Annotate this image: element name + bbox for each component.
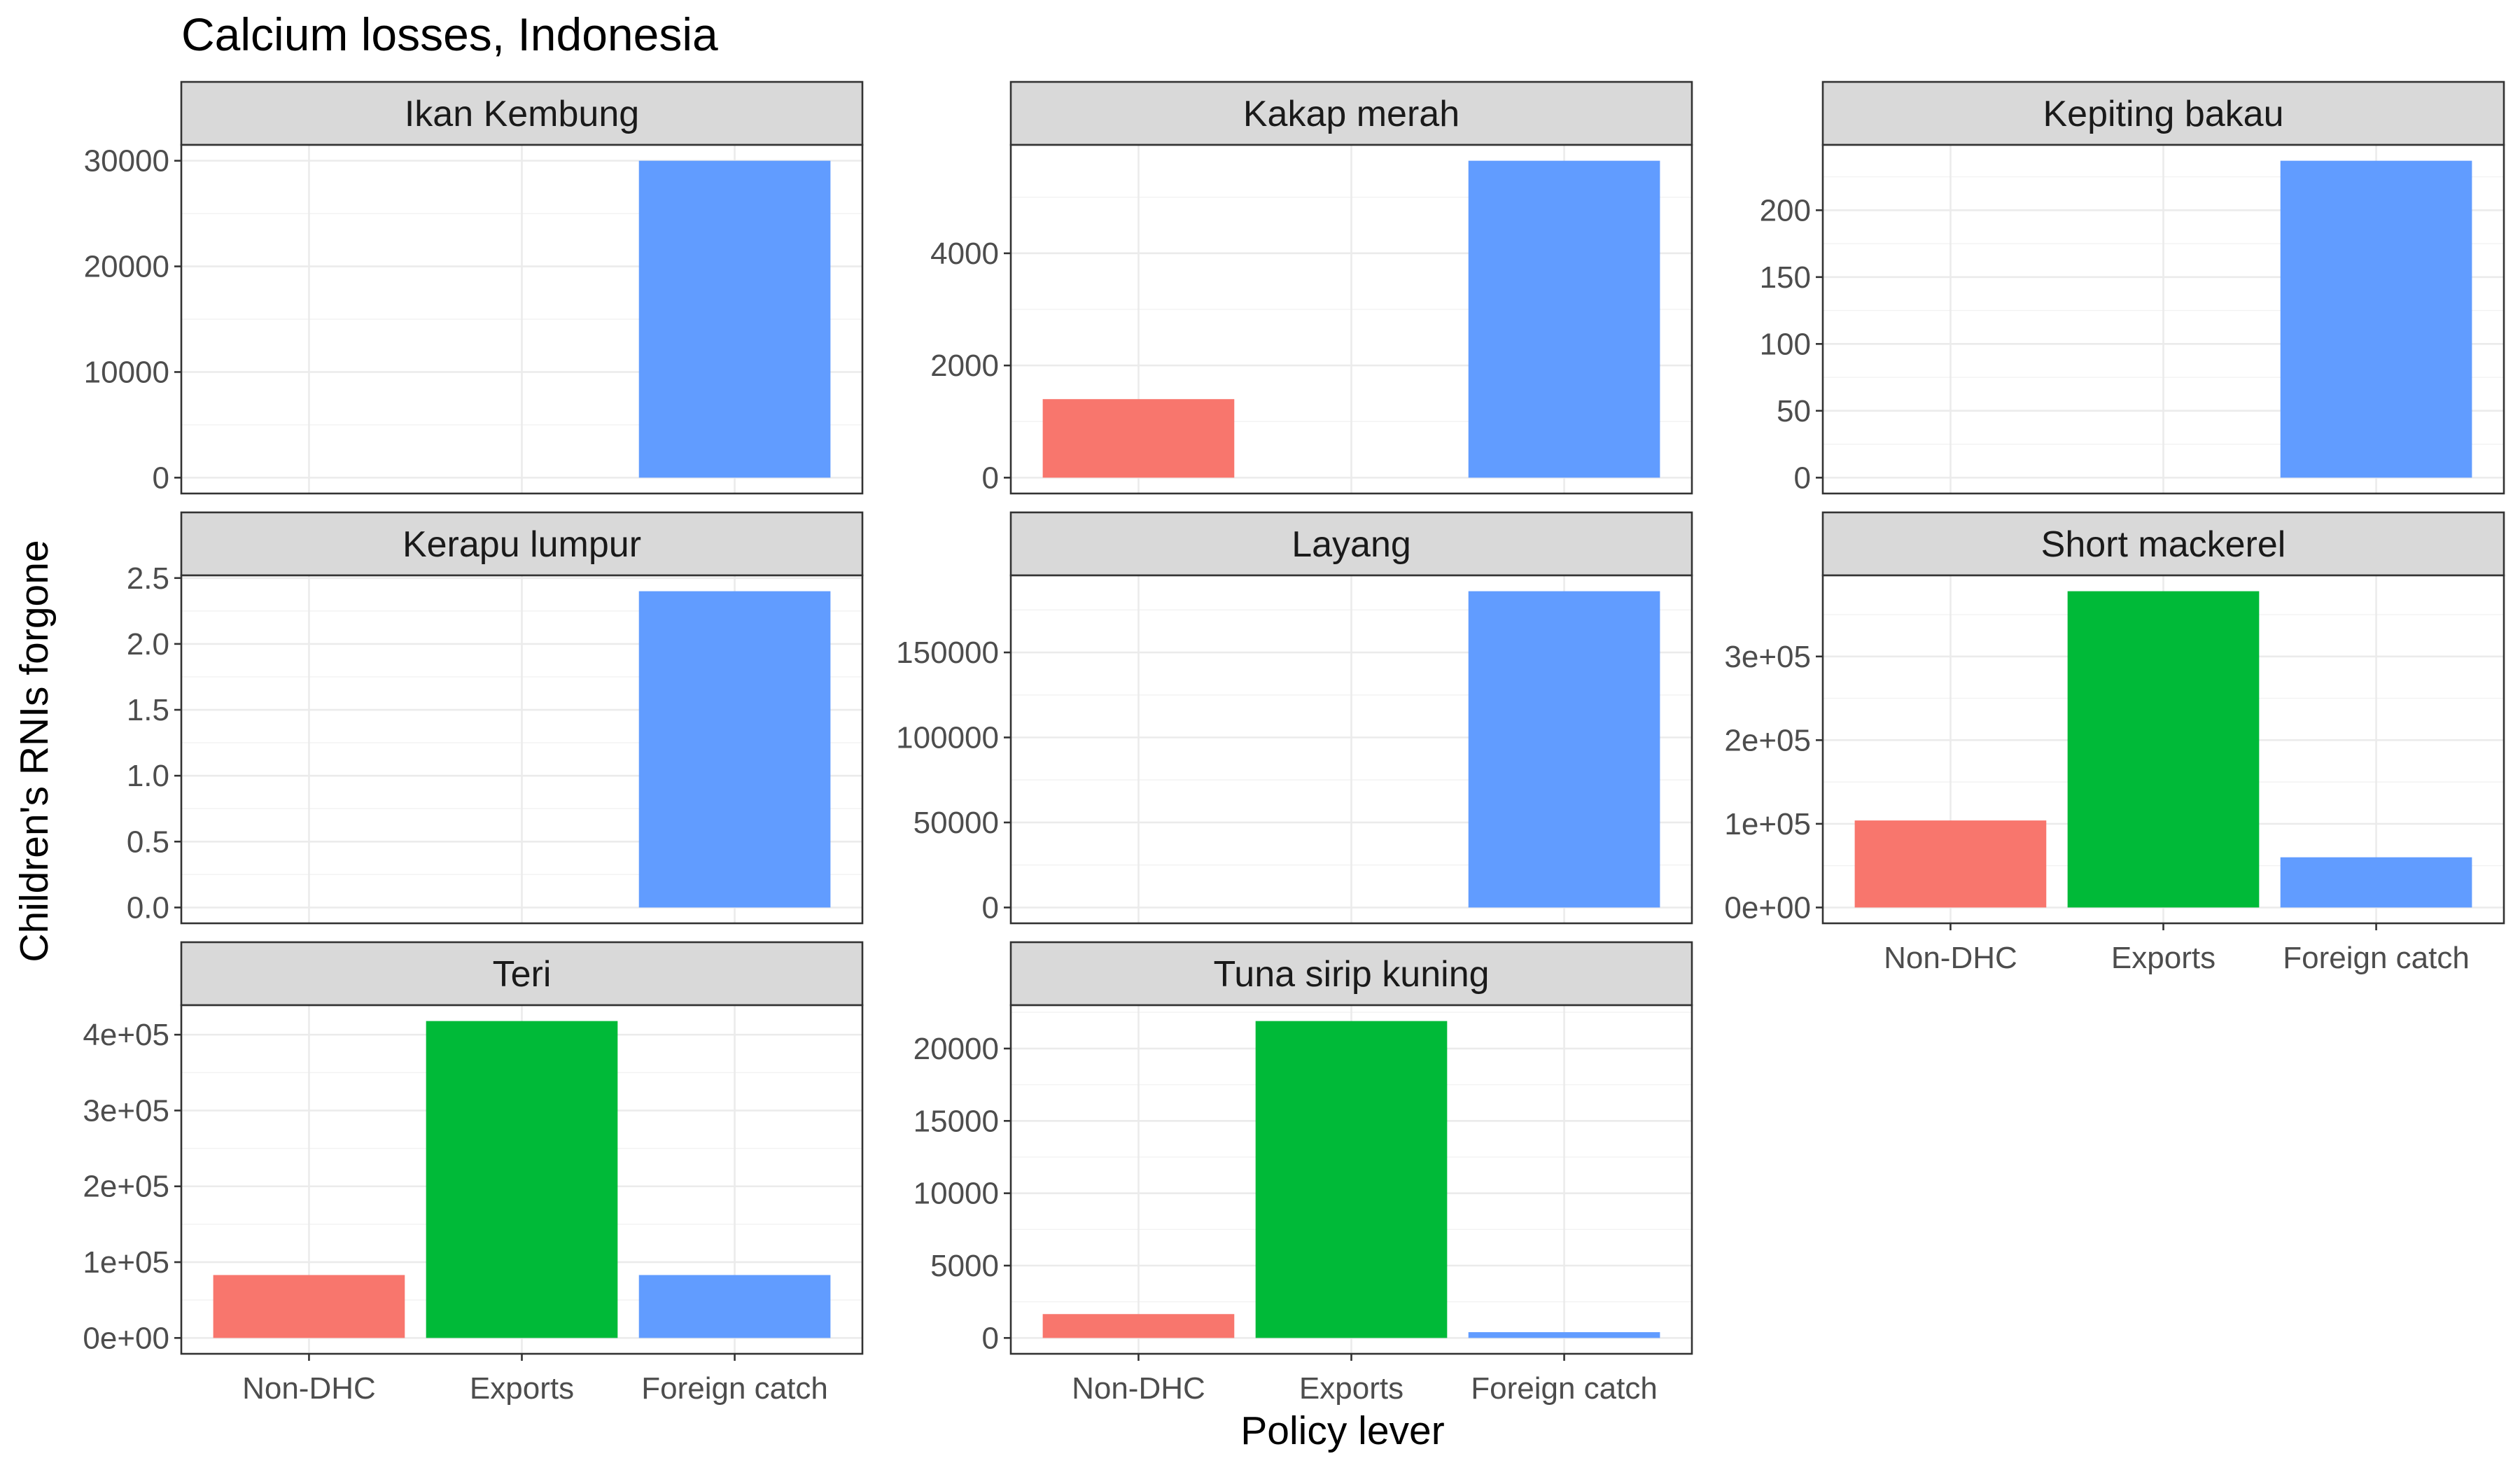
bar-non-dhc bbox=[1042, 399, 1235, 478]
bar-foreign-catch bbox=[1468, 1332, 1660, 1338]
strip-background bbox=[1821, 80, 2505, 146]
strip-background bbox=[180, 511, 864, 577]
y-tick-label: 1.5 bbox=[127, 693, 169, 727]
x-axis-title: Policy lever bbox=[1240, 1408, 1444, 1453]
x-tick-label: Exports bbox=[470, 1371, 574, 1406]
bar-foreign-catch bbox=[638, 1275, 831, 1338]
strip-label: Kakap merah bbox=[1243, 94, 1460, 134]
y-tick-label: 2.0 bbox=[127, 627, 169, 662]
x-tick-label: Foreign catch bbox=[1471, 1371, 1658, 1406]
y-tick-label: 50000 bbox=[913, 806, 999, 840]
y-tick-label: 1e+05 bbox=[83, 1245, 169, 1280]
y-tick-label: 2.5 bbox=[127, 561, 169, 596]
y-tick-label: 3e+05 bbox=[1724, 640, 1811, 674]
y-tick-label: 10000 bbox=[913, 1177, 999, 1211]
strip-label: Ikan Kembung bbox=[405, 94, 639, 134]
panel-border bbox=[1009, 144, 1693, 495]
panel-ikan-kembung: Ikan Kembung 0 10000 20000 30000 bbox=[84, 80, 864, 495]
strip-label: Kerapu lumpur bbox=[402, 524, 641, 565]
y-tick-label: 3e+05 bbox=[83, 1093, 169, 1128]
y-tick-label: 0 bbox=[982, 461, 999, 495]
panel-border bbox=[180, 574, 864, 925]
bar-exports bbox=[2067, 591, 2260, 908]
x-tick-label: Foreign catch bbox=[2283, 941, 2470, 975]
bar-foreign-catch bbox=[2280, 160, 2472, 478]
y-tick-label: 0.0 bbox=[127, 890, 169, 925]
y-tick-label: 20000 bbox=[913, 1032, 999, 1066]
y-tick-label: 150 bbox=[1760, 260, 1811, 295]
y-tick-label: 200 bbox=[1760, 193, 1811, 227]
strip-label: Tuna sirip kuning bbox=[1213, 954, 1489, 995]
panel-kakap-merah: Kakap merah 0 2000 4000 bbox=[930, 80, 1693, 495]
panel-border bbox=[1821, 144, 2505, 495]
y-tick-label: 10000 bbox=[84, 355, 169, 389]
panel-kerapu-lumpur: Kerapu lumpur 0.0 0.5 1.0 1.5 2.0 2.5 bbox=[127, 511, 864, 925]
strip-label: Short mackerel bbox=[2041, 524, 2286, 565]
strip-label: Kepiting bakau bbox=[2043, 94, 2283, 134]
bar-exports bbox=[1255, 1021, 1448, 1338]
y-tick-label: 0e+00 bbox=[83, 1321, 169, 1355]
y-tick-label: 0.5 bbox=[127, 825, 169, 859]
y-tick-label: 4e+05 bbox=[83, 1018, 169, 1052]
strip-label: Layang bbox=[1292, 524, 1411, 565]
panel-border bbox=[180, 144, 864, 495]
y-tick-label: 0 bbox=[982, 1321, 999, 1355]
x-tick-label: Non-DHC bbox=[1072, 1371, 1205, 1406]
y-tick-label: 5000 bbox=[930, 1249, 999, 1283]
bar-foreign-catch bbox=[1468, 591, 1660, 908]
bar-foreign-catch bbox=[2280, 857, 2472, 908]
y-tick-label: 4000 bbox=[930, 237, 999, 271]
y-tick-label: 2000 bbox=[930, 349, 999, 383]
y-tick-label: 1e+05 bbox=[1724, 807, 1811, 841]
panel-layang: Layang 0 50000 100000 150000 bbox=[896, 511, 1693, 925]
bar-non-dhc bbox=[1042, 1314, 1235, 1338]
strip-background bbox=[180, 941, 864, 1007]
x-tick-label: Foreign catch bbox=[641, 1371, 828, 1406]
strip-background bbox=[1009, 941, 1693, 1007]
y-tick-label: 2e+05 bbox=[83, 1170, 169, 1204]
y-tick-label: 150000 bbox=[896, 636, 999, 670]
y-tick-label: 50 bbox=[1777, 394, 1811, 428]
strip-background bbox=[1009, 80, 1693, 146]
y-tick-label: 0 bbox=[1794, 461, 1811, 495]
panel-kepiting-bakau: Kepiting bakau 0 50 100 150 200 bbox=[1760, 80, 2505, 495]
x-tick-label: Non-DHC bbox=[1884, 941, 2017, 975]
x-tick-label: Exports bbox=[2111, 941, 2216, 975]
panel-border bbox=[1009, 574, 1693, 925]
strip-label: Teri bbox=[493, 954, 552, 995]
chart-title: Calcium losses, Indonesia bbox=[181, 8, 718, 60]
y-tick-label: 100 bbox=[1760, 327, 1811, 361]
bar-non-dhc bbox=[213, 1275, 405, 1338]
panel-short-mackerel: Short mackerel 0e+00 1e+05 2e+05 3e+05 Non-DH… bbox=[1724, 511, 2505, 975]
x-tick-label: Exports bbox=[1299, 1371, 1404, 1406]
panel-tuna-sirip-kuning: Tuna sirip kuning 0 5000 10000 15000 20000 Non… bbox=[913, 941, 1693, 1406]
y-tick-label: 0 bbox=[982, 890, 999, 925]
y-tick-label: 1.0 bbox=[127, 759, 169, 793]
y-tick-label: 20000 bbox=[84, 250, 169, 284]
strip-background bbox=[1821, 511, 2505, 577]
y-tick-label: 15000 bbox=[913, 1104, 999, 1138]
y-tick-label: 30000 bbox=[84, 144, 169, 178]
strip-background bbox=[180, 80, 864, 146]
y-axis-title: Children's RNIs forgone bbox=[12, 540, 57, 962]
panel-teri: Teri 0e+00 1e+05 2e+05 3e+05 4e+05 Non-DHC Expo… bbox=[83, 941, 864, 1406]
bar-foreign-catch bbox=[638, 591, 831, 908]
bar-foreign-catch bbox=[1468, 160, 1660, 478]
x-tick-label: Non-DHC bbox=[242, 1371, 376, 1406]
bar-exports bbox=[426, 1021, 618, 1338]
y-tick-label: 100000 bbox=[896, 720, 999, 755]
bar-non-dhc bbox=[1854, 820, 2047, 908]
y-tick-label: 0 bbox=[153, 461, 169, 495]
bar-foreign-catch bbox=[638, 160, 831, 478]
y-tick-label: 2e+05 bbox=[1724, 723, 1811, 757]
y-tick-label: 0e+00 bbox=[1724, 890, 1811, 925]
